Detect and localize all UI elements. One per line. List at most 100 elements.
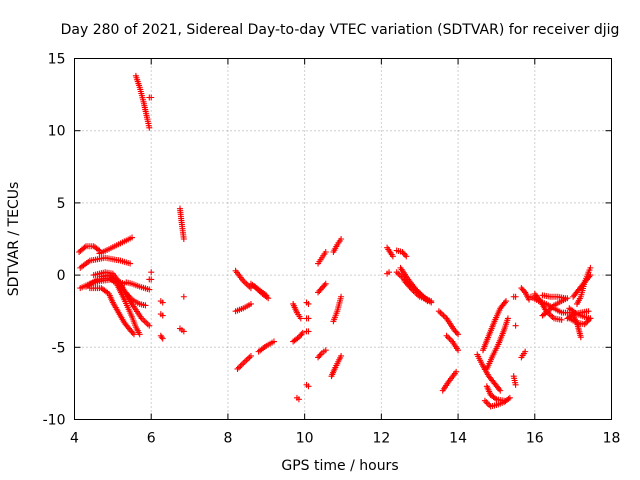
data-point [180,293,187,300]
data-point [522,348,529,355]
data-point [235,364,242,371]
data-point [317,351,324,358]
data-point [338,236,345,242]
data-point [320,283,327,290]
data-point [452,328,459,335]
data-point [315,354,322,361]
data-point [247,352,254,359]
y-tick-label: -5 [52,340,66,356]
data-point [244,355,251,362]
data-point [81,244,88,251]
data-point [402,251,409,258]
data-point [240,360,247,367]
data-point [437,309,444,316]
data-point [295,396,302,403]
data-point [506,394,513,401]
data-point [453,329,460,336]
data-point [159,312,166,319]
data-point [317,286,324,293]
x-tick-label: 6 [147,431,156,447]
data-point [305,300,312,307]
data-point [148,276,155,283]
x-tick-label: 16 [526,431,544,447]
data-point [520,287,527,294]
data-point [389,253,396,260]
data-point [443,332,450,339]
data-point [400,250,407,257]
data-point [558,316,565,323]
data-point [545,308,552,315]
data-point [548,305,555,312]
data-point [305,328,312,335]
data-point [453,368,460,375]
data-point [127,295,134,302]
data-point [483,399,490,406]
data-point [316,352,323,359]
data-point [146,322,153,329]
data-point [549,303,556,310]
data-point [243,357,250,364]
data-point [297,332,304,339]
data-point [497,387,504,394]
data-point [315,289,322,296]
data-point [451,326,458,333]
y-tick-label: -10 [43,413,66,429]
data-point [127,326,134,333]
data-point [158,334,165,341]
data-point [322,347,329,354]
data-point [386,269,393,276]
data-point [237,363,244,370]
x-tick-label: 4 [70,431,79,447]
y-tick-label: 10 [48,124,66,140]
data-point [295,334,302,341]
data-point [238,361,245,368]
x-tick-label: 8 [223,431,232,447]
data-point [585,316,592,323]
x-tick-label: 18 [603,431,621,447]
axis-ticks: 4 6 8 10 12 14 16 18 -10 -5 0 5 10 15 [43,52,621,447]
data-point [141,318,148,325]
data-point [234,365,241,372]
data-point [265,295,272,302]
data-point [180,328,187,335]
data-point [298,331,305,338]
grid [74,58,612,420]
data-point [564,295,571,302]
data-point [338,293,345,300]
data-point [305,383,312,390]
data-point [546,306,553,313]
data-point [501,299,508,306]
data-point [299,329,306,336]
data-point [126,293,133,300]
data-point [130,331,137,338]
data-point [322,248,329,255]
plot-frame [74,58,612,420]
data-point [518,285,525,292]
data-point [587,315,594,322]
data-point [247,300,254,307]
data-point [435,308,442,315]
data-point [486,402,493,409]
data-point [143,319,150,326]
data-point [123,290,130,297]
data-point [401,277,408,284]
data-point [583,319,590,326]
data-point [241,279,248,286]
data-point [136,331,143,338]
data-point [127,260,134,267]
data-point [577,334,584,341]
data-point [505,395,512,402]
data-point [496,386,503,393]
data-point [446,335,453,342]
data-point [504,315,511,322]
data-point [512,381,519,388]
data-point [428,298,435,305]
data-point [142,302,149,309]
data-point [585,308,592,315]
data-point [519,286,526,293]
data-point [322,280,329,287]
data-point [403,280,410,287]
data-point [297,315,304,322]
data-point [122,289,129,296]
